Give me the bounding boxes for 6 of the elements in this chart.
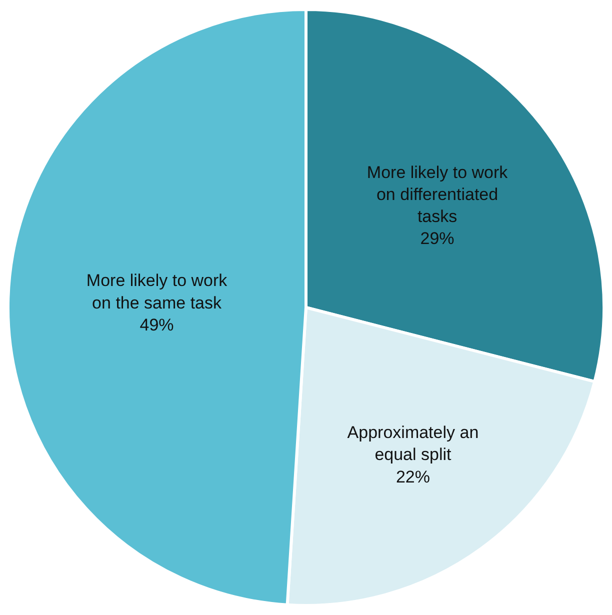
slice-label: More likely to work on differentiated tasks: [366, 162, 508, 226]
data-label: 22%: [396, 467, 430, 486]
slice-label: Approximately an equal split: [347, 423, 479, 464]
data-label: 49%: [140, 315, 174, 334]
slice-label: More likely to work on the same task: [86, 271, 228, 312]
data-label: 29%: [420, 229, 454, 248]
